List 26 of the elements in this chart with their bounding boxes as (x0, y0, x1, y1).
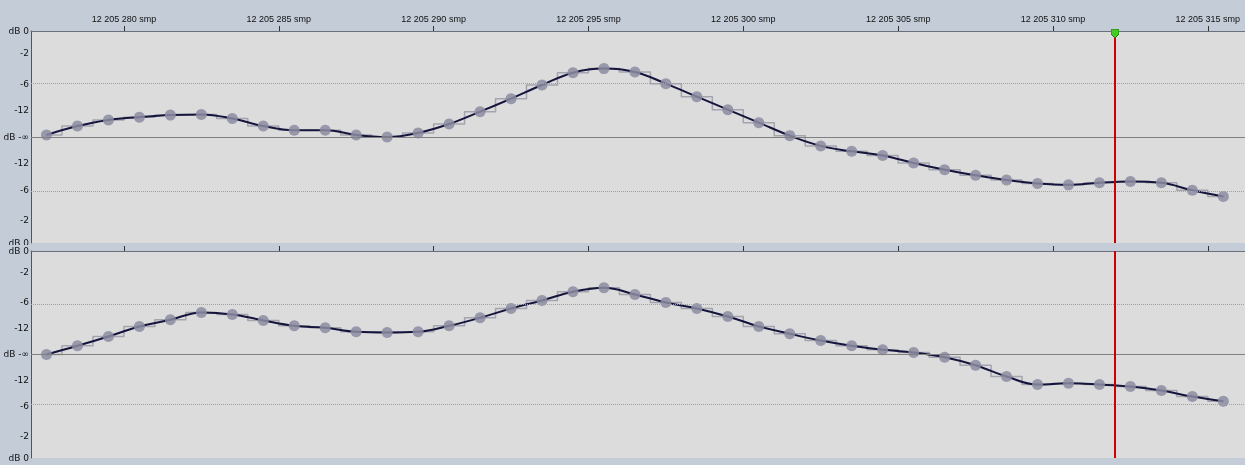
x-tick-label: 12 205 285 smp (246, 13, 312, 24)
x-tick-label: 12 205 290 smp (401, 13, 466, 24)
text: -6 (20, 78, 30, 89)
x-tick-label: 12 205 300 smp (711, 13, 776, 24)
x-tick-label: 12 205 280 smp (91, 13, 157, 24)
text: -6 (20, 297, 30, 308)
text: -2 (20, 47, 30, 58)
text: dB -∞ (3, 349, 30, 359)
text: -12 (14, 105, 29, 115)
text: -2 (20, 267, 30, 278)
text: -2 (20, 215, 30, 226)
text: -6 (20, 400, 30, 411)
text: -2 (20, 430, 30, 441)
text: -6 (20, 184, 30, 195)
text: dB 0 (8, 245, 30, 256)
x-tick-label: 12 205 295 smp (556, 13, 621, 24)
text: dB 0 (8, 237, 30, 248)
x-tick-label: 12 205 305 smp (865, 13, 931, 24)
text: dB -∞ (3, 131, 30, 142)
x-tick-label: 12 205 315 smp (1175, 13, 1241, 24)
x-tick-label: 12 205 310 smp (1020, 13, 1086, 24)
text: -12 (14, 158, 29, 168)
text: dB 0 (8, 452, 30, 463)
text: -12 (14, 323, 29, 334)
text: -12 (14, 374, 29, 385)
text: dB 0 (8, 25, 30, 36)
